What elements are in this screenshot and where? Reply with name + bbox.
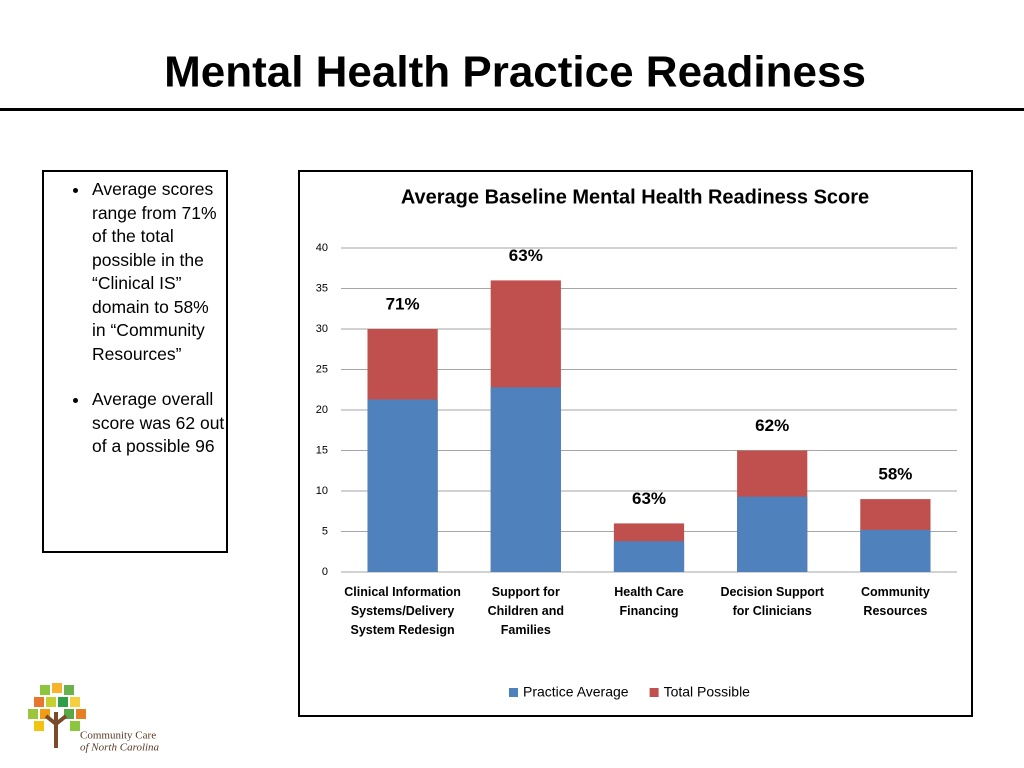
y-tick-label: 30 <box>316 323 328 335</box>
bar <box>737 496 808 572</box>
x-tick-label: Clinical Information Systems/Delivery Sy… <box>344 585 461 637</box>
bar <box>490 387 561 572</box>
x-tick-label: Support for Children and Families <box>487 585 564 637</box>
bullet-box: Average scores range from 71% of the tot… <box>42 170 228 553</box>
chart-frame <box>298 170 973 717</box>
logo-text: Community Care <box>80 730 156 742</box>
bullet: Average scores range from 71% of the tot… <box>90 178 226 366</box>
y-tick-label: 20 <box>316 404 328 416</box>
bar <box>860 529 931 572</box>
y-tick-label: 15 <box>316 444 328 456</box>
x-tick-label: Community Resources <box>861 585 930 618</box>
y-tick-label: 10 <box>316 485 328 497</box>
logo-text: of North Carolina <box>80 742 160 754</box>
bar <box>613 541 685 572</box>
y-tick-label: 5 <box>322 525 328 537</box>
x-tick-label: Health Care Financing <box>614 585 684 618</box>
y-tick-label: 40 <box>316 242 328 254</box>
y-tick-label: 35 <box>316 282 328 294</box>
legend-label: Total Possible <box>664 684 751 700</box>
legend-swatch <box>649 688 659 697</box>
y-tick-label: 0 <box>322 566 328 578</box>
y-tick-label: 25 <box>316 363 328 375</box>
title-rule <box>0 108 1024 111</box>
bullet: Average overall score was 62 out of a po… <box>90 388 226 459</box>
bar <box>367 399 438 572</box>
bullet-list: Average scores range from 71% of the tot… <box>44 178 226 459</box>
annotation: 63% <box>509 246 543 265</box>
x-tick-label: Decision Support for Clinicians <box>720 585 824 618</box>
legend-swatch <box>509 688 518 697</box>
logo <box>28 683 86 748</box>
chart-title: Average Baseline Mental Health Readiness… <box>401 186 869 208</box>
annotation: 63% <box>632 489 666 508</box>
slide-title: Mental Health Practice Readiness <box>164 48 866 97</box>
annotation: 62% <box>755 416 789 435</box>
annotation: 71% <box>386 294 420 313</box>
legend-label: Practice Average <box>523 684 629 700</box>
annotation: 58% <box>878 465 912 484</box>
